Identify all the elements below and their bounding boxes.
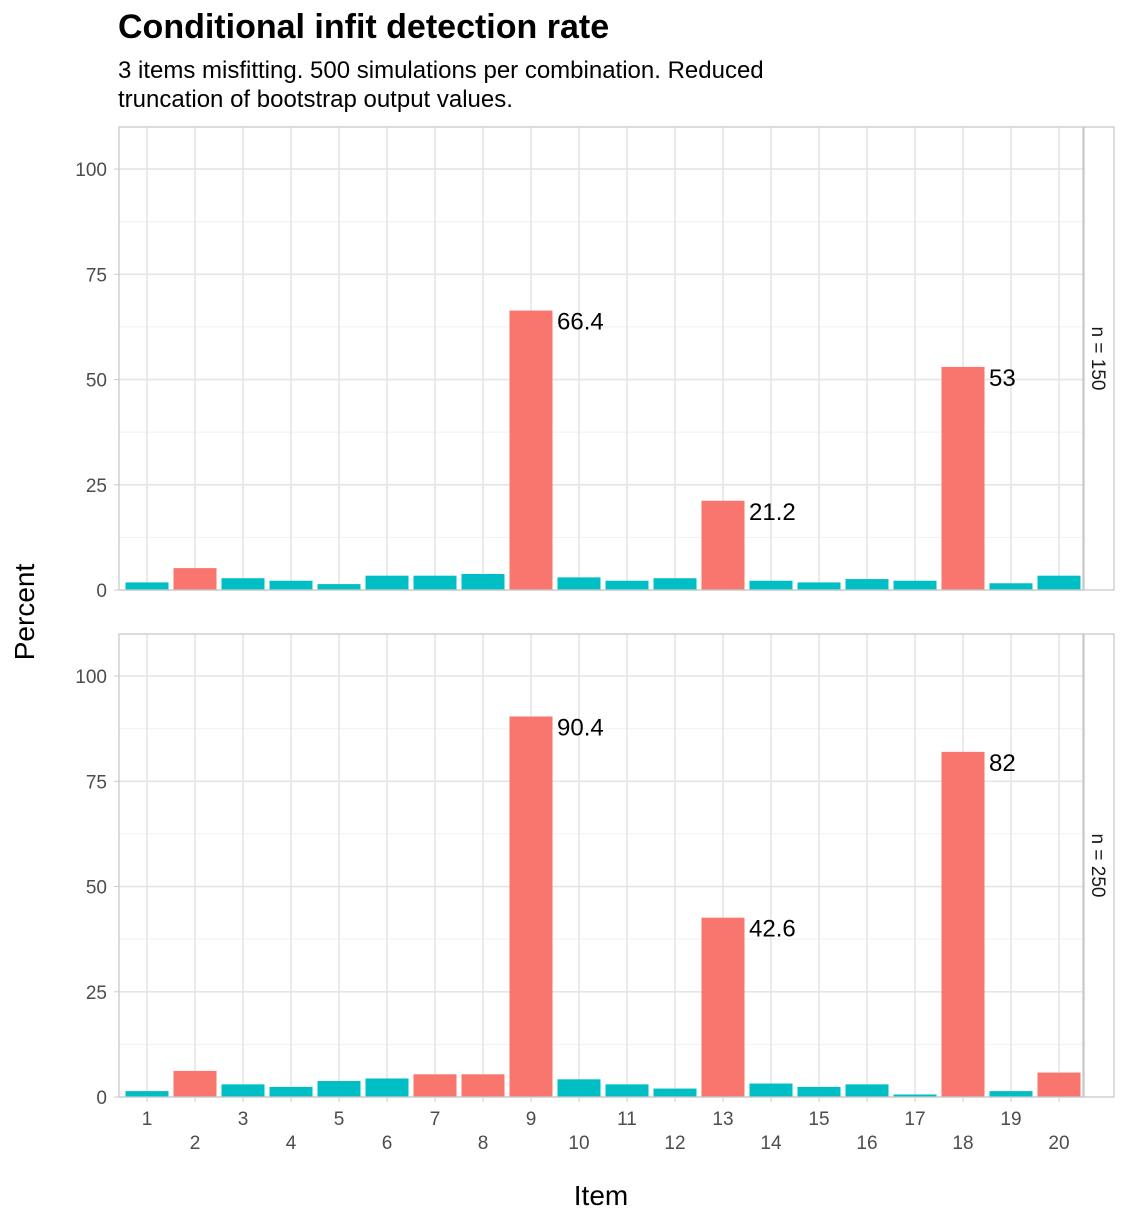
- x-tick-label: 6: [382, 1133, 393, 1154]
- bar-item-6: [365, 1078, 409, 1097]
- facet-panel-1: 66.4 21.2 53 0 25 50 75 100 n = 150: [75, 126, 1115, 602]
- x-tick-label: 7: [430, 1109, 441, 1130]
- y-tick-label: 100: [75, 160, 107, 181]
- x-tick-label: 13: [712, 1109, 733, 1130]
- bar-item-2: [173, 568, 217, 590]
- bar-item-1: [125, 1091, 169, 1097]
- y-axis-title: Percent: [9, 564, 40, 661]
- bar-value-label: 53: [989, 365, 1016, 392]
- bar-item-19: [989, 1091, 1033, 1097]
- bar-item-1: [125, 582, 169, 590]
- y-tick-label: 0: [96, 581, 107, 602]
- bar-item-5: [317, 584, 361, 590]
- bar-item-11: [605, 1084, 649, 1097]
- x-tick-label: 2: [190, 1133, 201, 1154]
- chart-subtitle-line-2: truncation of bootstrap output values.: [118, 86, 513, 113]
- y-tick-label: 25: [86, 476, 107, 497]
- bar-item-4: [269, 1086, 313, 1097]
- bar-item-18: [941, 366, 985, 590]
- bar-item-5: [317, 1081, 361, 1097]
- bar-value-label: 42.6: [749, 916, 796, 943]
- bar-item-4: [269, 580, 313, 590]
- bar-item-7: [413, 575, 457, 590]
- bar-item-12: [653, 1088, 697, 1097]
- y-tick-label: 75: [86, 772, 107, 793]
- facet-strip: [1083, 633, 1115, 1098]
- y-tick-label: 50: [86, 371, 107, 392]
- bar-item-19: [989, 583, 1033, 590]
- facet-panel-2: 90.4 42.6 82 0 25 50 75 100 n = 250: [75, 633, 1115, 1109]
- panel-border: [118, 633, 1084, 1098]
- bar-item-8: [461, 1074, 505, 1097]
- facet-strip-label: n = 150: [1087, 327, 1108, 391]
- bar-item-20: [1037, 1072, 1081, 1097]
- bar-item-6: [365, 575, 409, 590]
- x-tick-label: 11: [617, 1109, 637, 1130]
- panel-background: [119, 634, 1083, 1097]
- x-tick-label: 12: [664, 1133, 685, 1154]
- bar-item-16: [845, 579, 889, 590]
- y-tick-label: 50: [86, 878, 107, 899]
- bar-item-14: [749, 1083, 793, 1097]
- bar-value-label: 21.2: [749, 499, 796, 526]
- bar-item-15: [797, 1086, 841, 1097]
- bar-item-11: [605, 580, 649, 590]
- panel-border: [118, 126, 1084, 591]
- bar-item-17: [893, 580, 937, 590]
- bar-item-3: [221, 1084, 265, 1097]
- bar-item-10: [557, 1079, 601, 1097]
- y-tick-label: 25: [86, 983, 107, 1004]
- bar-item-13: [701, 917, 745, 1097]
- bar-item-18: [941, 751, 985, 1097]
- y-tick-label: 75: [86, 265, 107, 286]
- facet-strip: [1083, 126, 1115, 591]
- x-tick-label: 16: [856, 1133, 877, 1154]
- x-tick-label: 4: [286, 1133, 297, 1154]
- bar-item-17: [893, 1094, 937, 1097]
- panel-background: [119, 127, 1083, 590]
- chart-title: Conditional infit detection rate: [118, 8, 609, 46]
- x-tick-label: 14: [760, 1133, 782, 1154]
- y-tick-label: 0: [96, 1088, 107, 1109]
- bar-item-16: [845, 1084, 889, 1097]
- y-tick-label: 100: [75, 667, 107, 688]
- bar-item-9: [509, 310, 553, 590]
- bar-item-3: [221, 578, 265, 590]
- bar-item-15: [797, 582, 841, 590]
- bar-item-10: [557, 577, 601, 590]
- x-tick-label: 9: [526, 1109, 537, 1130]
- bar-item-2: [173, 1070, 217, 1097]
- x-tick-label: 1: [142, 1109, 153, 1130]
- chart-subtitle-line-1: 3 items misfitting. 500 simulations per …: [118, 57, 764, 84]
- x-tick-label: 10: [568, 1133, 589, 1154]
- x-tick-label: 19: [1000, 1109, 1021, 1130]
- bar-item-7: [413, 1074, 457, 1097]
- x-tick-label: 5: [334, 1109, 345, 1130]
- x-tick-label: 15: [808, 1109, 829, 1130]
- bar-item-9: [509, 716, 553, 1097]
- x-axis-title: Item: [574, 1180, 628, 1211]
- bar-item-12: [653, 578, 697, 590]
- x-tick-label: 8: [478, 1133, 489, 1154]
- x-tick-label: 3: [238, 1109, 249, 1130]
- bar-value-label: 66.4: [557, 309, 604, 336]
- bar-item-20: [1037, 575, 1081, 590]
- x-tick-label: 17: [904, 1109, 925, 1130]
- bar-item-13: [701, 500, 745, 590]
- bar-value-label: 82: [989, 750, 1016, 777]
- x-tick-label: 18: [952, 1133, 973, 1154]
- bar-item-14: [749, 580, 793, 590]
- bar-item-8: [461, 574, 505, 590]
- facet-strip-label: n = 250: [1087, 834, 1108, 898]
- x-tick-label: 20: [1048, 1133, 1069, 1154]
- bar-value-label: 90.4: [557, 714, 604, 741]
